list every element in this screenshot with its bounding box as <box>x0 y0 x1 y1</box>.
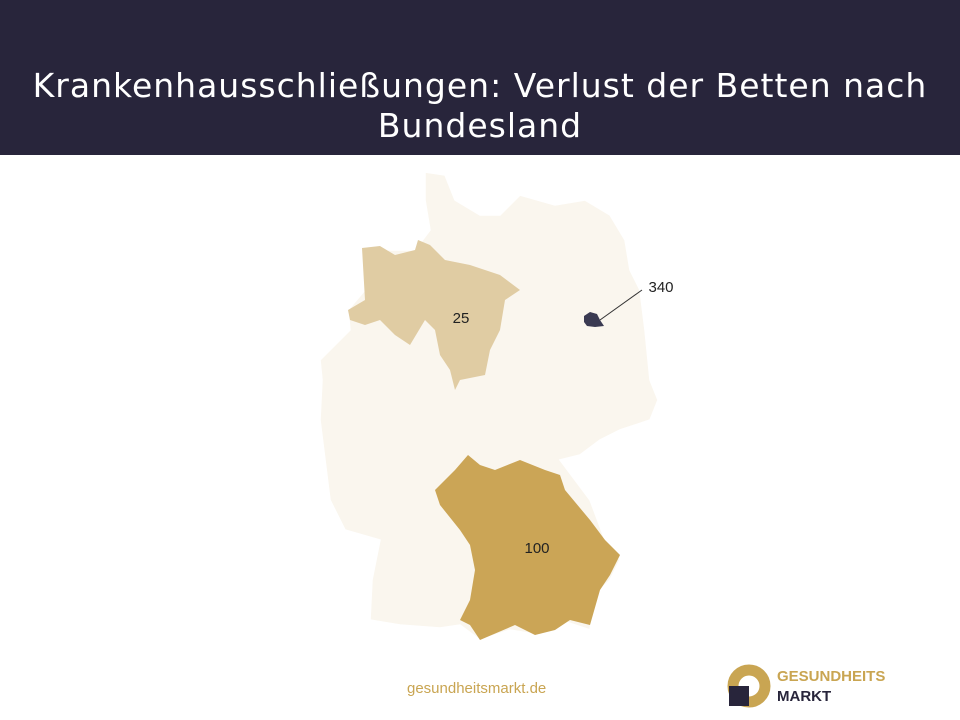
logo-text-line1: GESUNDHEITS <box>777 668 886 685</box>
logo-icon <box>727 664 771 708</box>
source-link[interactable]: gesundheitsmarkt.de <box>407 680 547 697</box>
page-title: Krankenhausschließungen: Verlust der Bet… <box>32 66 928 145</box>
region-bayern[interactable] <box>435 455 620 640</box>
logo-text-line2: MARKT <box>777 688 832 705</box>
berlin-leader-line <box>599 289 643 321</box>
logo: GESUNDHEITS MARKT <box>727 664 927 714</box>
region-niedersachsen[interactable] <box>348 240 520 390</box>
header-banner: Krankenhausschließungen: Verlust der Bet… <box>0 0 960 155</box>
region-berlin[interactable] <box>584 312 604 327</box>
label-berlin: 340 <box>648 279 673 296</box>
label-niedersachsen: 25 <box>453 310 470 327</box>
label-bayern: 100 <box>524 540 549 557</box>
